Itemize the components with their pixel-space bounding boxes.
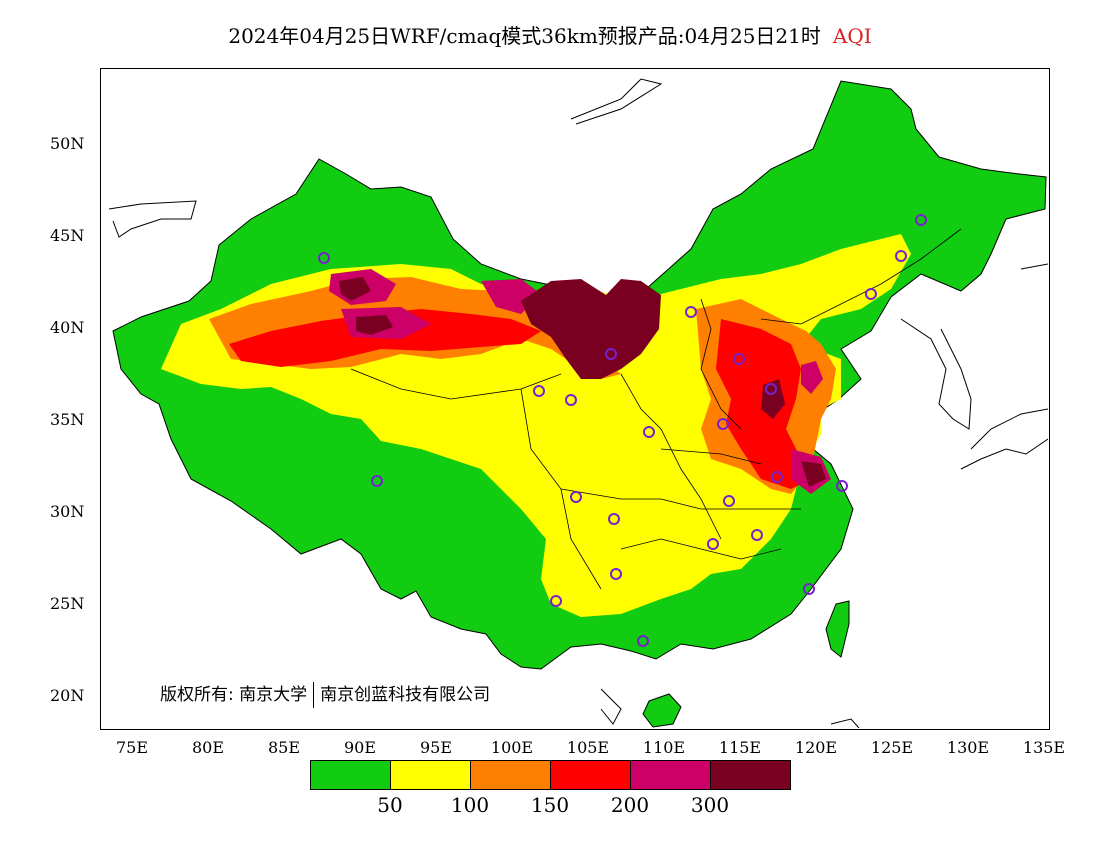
lat-label-20n: 20N — [50, 686, 85, 705]
aqi-map — [108, 78, 1048, 728]
lon-label-95e: 95E — [419, 738, 453, 757]
lon-label-130e: 130E — [946, 738, 990, 757]
lat-label-40n: 40N — [50, 318, 85, 337]
map-frame — [100, 68, 1050, 730]
lon-label-135e: 135E — [1022, 738, 1066, 757]
coastlines — [108, 78, 1048, 728]
copyright-org-chuanglan: 南京创蓝科技有限公司 — [320, 685, 491, 705]
copyright-separator — [313, 682, 315, 708]
colorbar-label-300: 300 — [690, 793, 730, 817]
title-variable-label: AQI — [832, 24, 872, 48]
lat-label-45n: 45N — [50, 226, 85, 245]
colorbar-cell-good — [311, 761, 391, 789]
taiwan-island — [825, 600, 850, 658]
colorbar-label-200: 200 — [610, 793, 650, 817]
aqi-colorbar — [310, 760, 791, 790]
aqi-magenta-zone — [329, 269, 831, 494]
colorbar-label-150: 150 — [530, 793, 570, 817]
site-markers — [318, 214, 927, 647]
map-title: 2024年04月25日WRF/cmaq模式36km预报产品:04月25日21时 A… — [0, 20, 1100, 49]
copyright-notice: 版权所有: 南京大学 南京创蓝科技有限公司 — [160, 680, 490, 708]
copyright-org-nju: 南京大学 — [239, 685, 308, 705]
copyright-prefix: 版权所有: — [160, 685, 234, 705]
lon-label-100e: 100E — [490, 738, 534, 757]
province-borders — [350, 228, 962, 590]
lat-label-50n: 50N — [50, 134, 85, 153]
colorbar-cell-severe — [711, 761, 790, 789]
lon-label-80e: 80E — [191, 738, 225, 757]
colorbar-cell-moderate — [391, 761, 471, 789]
aqi-maroon-zone — [339, 277, 826, 487]
colorbar-cell-medium — [551, 761, 631, 789]
colorbar-label-100: 100 — [450, 793, 490, 817]
lon-label-90e: 90E — [343, 738, 377, 757]
title-text: 2024年04月25日WRF/cmaq模式36km预报产品:04月25日21时 — [228, 24, 821, 48]
lon-label-85e: 85E — [267, 738, 301, 757]
hainan-island — [642, 693, 682, 728]
colorbar-label-50: 50 — [377, 793, 403, 817]
lon-label-105e: 105E — [566, 738, 610, 757]
lon-label-75e: 75E — [115, 738, 149, 757]
lon-label-120e: 120E — [794, 738, 838, 757]
lon-label-115e: 115E — [718, 738, 762, 757]
lat-label-35n: 35N — [50, 410, 85, 429]
lon-label-110e: 110E — [642, 738, 686, 757]
lat-label-25n: 25N — [50, 594, 85, 613]
colorbar-cell-light — [471, 761, 551, 789]
colorbar-cell-heavy — [631, 761, 711, 789]
lon-label-125e: 125E — [870, 738, 914, 757]
lat-label-30n: 30N — [50, 502, 85, 521]
